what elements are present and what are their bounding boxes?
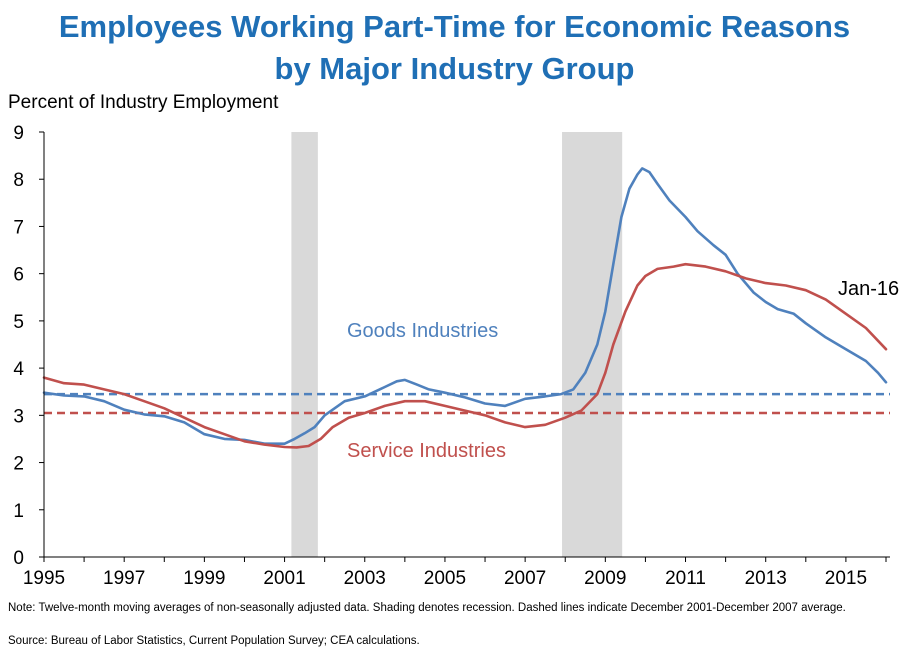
- y-tick-label: 9: [13, 123, 24, 144]
- recession-band-1: [291, 132, 318, 557]
- chart-subtitle: by Major Industry Group: [274, 51, 635, 86]
- x-tick-label: 2005: [424, 568, 466, 589]
- series-line-service: [42, 262, 888, 449]
- y-tick-label: 0: [13, 548, 24, 569]
- jan-16-label: Jan-16: [838, 278, 899, 300]
- x-tick-label: 2001: [263, 568, 305, 589]
- y-tick-label: 1: [13, 501, 24, 522]
- x-tick-label: 1999: [183, 568, 225, 589]
- chart-area: 0 1 2 3 4 5 6 7 8 9 1995 1997 1999 2001 2003 2005 2007 20…: [13, 123, 899, 589]
- y-tick-label: 6: [13, 265, 24, 286]
- x-tick-label: 2009: [584, 568, 626, 589]
- series-lines: [42, 167, 888, 449]
- axes: [43, 132, 890, 558]
- goods-industries-label: Goods Industries: [347, 320, 498, 342]
- service-industries-label: Service Industries: [347, 440, 506, 462]
- x-tick-label: 1997: [103, 568, 145, 589]
- reference-lines: [44, 392, 890, 415]
- tick-labels: 0 1 2 3 4 5 6 7 8 9 1995 1997 1999 2001 2003 2005 2007 20…: [13, 123, 887, 589]
- x-tick-label: 2013: [745, 568, 787, 589]
- y-tick-label: 7: [13, 217, 24, 238]
- recession-shading: [291, 132, 623, 557]
- series-line-goods: [42, 167, 888, 445]
- y-tick-label: 4: [13, 359, 24, 380]
- y-axis-label: Percent of Industry Employment: [8, 92, 279, 113]
- y-tick-label: 8: [13, 170, 24, 191]
- x-tick-label: 1995: [23, 568, 65, 589]
- x-tick-label: 2015: [825, 568, 867, 589]
- x-tick-label: 2011: [665, 568, 706, 589]
- y-tick-label: 2: [13, 454, 24, 475]
- chart-title-line1: Employees Working Part-Time for Economic…: [58, 9, 851, 44]
- chart-source: Source: Bureau of Labor Statistics, Curr…: [8, 635, 420, 647]
- chart-title: Employees Working Part-Time for Economic…: [0, 6, 909, 90]
- y-tick-label: 5: [13, 312, 24, 333]
- x-tick-label: 2007: [504, 568, 546, 589]
- x-tick-label: 2003: [344, 568, 386, 589]
- chart-note: Note: Twelve-month moving averages of no…: [8, 602, 846, 614]
- y-tick-label: 3: [13, 406, 24, 427]
